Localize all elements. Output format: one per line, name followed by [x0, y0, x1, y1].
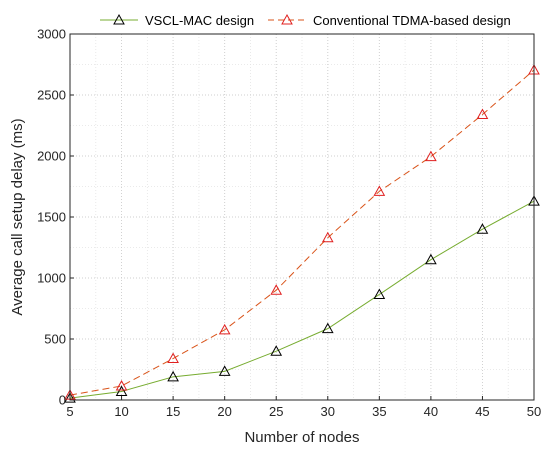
data-point-0-7: [425, 253, 437, 265]
data-point-1-8: [476, 108, 489, 120]
x-tick-label: 20: [217, 404, 231, 419]
data-point-0-0: [64, 392, 76, 403]
series-line-1: [69, 69, 535, 396]
y-tick-label: 2500: [37, 88, 66, 103]
data-point-0-4: [270, 345, 283, 356]
y-tick-label: 1000: [37, 271, 66, 286]
legend-marker-vscl: [113, 13, 125, 25]
x-tick-label: 40: [424, 404, 438, 419]
data-point-0-1: [115, 385, 128, 396]
data-point-0-2: [167, 370, 179, 382]
legend-label-tdma: Conventional TDMA-based design: [313, 13, 511, 28]
y-tick-label: 1500: [37, 210, 66, 225]
x-tick-label: 45: [475, 404, 489, 419]
data-point-1-4: [270, 284, 283, 295]
y-tick-label: 2000: [37, 149, 66, 164]
data-point-1-6: [373, 185, 386, 196]
series-layer: [64, 63, 540, 403]
x-tick-label: 15: [166, 404, 180, 419]
y-tick-label: 3000: [37, 27, 66, 42]
series-line-0: [69, 200, 535, 399]
legend-label-vscl: VSCL-MAC design: [145, 13, 254, 28]
data-point-0-6: [373, 288, 386, 299]
y-axis-title: Average call setup delay (ms): [9, 118, 26, 315]
data-point-1-2: [167, 352, 179, 364]
legend-marker-tdma: [281, 13, 293, 25]
data-point-1-3: [218, 323, 231, 335]
x-tick-label: 35: [372, 404, 386, 419]
x-tick-label: 25: [269, 404, 283, 419]
data-point-0-8: [476, 223, 489, 234]
data-point-0-5: [321, 322, 334, 334]
x-tick-label: 5: [66, 404, 73, 419]
grid-lines: [69, 33, 535, 401]
y-tick-label: 0: [59, 393, 66, 408]
legend: VSCL-MAC design Conventional TDMA-based …: [100, 13, 511, 28]
data-point-1-1: [115, 379, 128, 391]
data-point-0-3: [218, 365, 231, 376]
axes-layer: 5 10 15 20 25 30 35 40 45 50050010001500200025003…: [37, 27, 541, 420]
data-point-1-5: [321, 231, 334, 243]
x-axis-title: Number of nodes: [244, 429, 359, 446]
x-tick-label: 50: [527, 404, 541, 419]
data-point-1-7: [425, 150, 437, 162]
x-tick-label: 10: [114, 404, 128, 419]
x-tick-label: 30: [321, 404, 335, 419]
y-tick-label: 500: [44, 332, 66, 347]
